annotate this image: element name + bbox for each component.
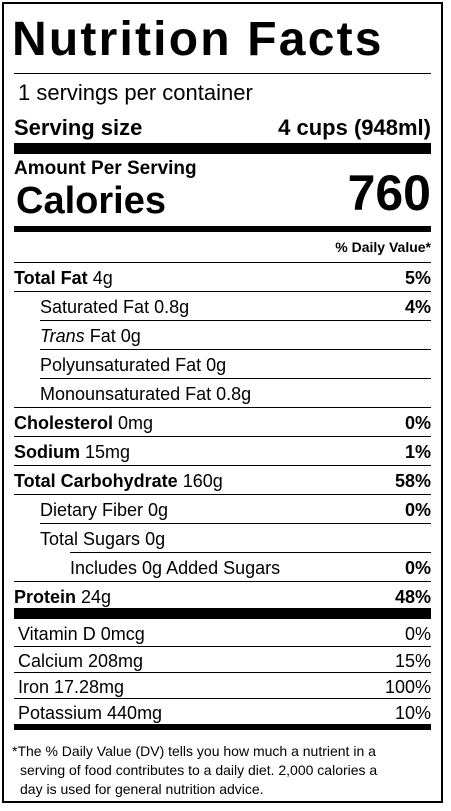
daily-value-header: % Daily Value*: [335, 239, 431, 255]
total-sugars-label: Total Sugars: [40, 529, 141, 549]
monounsaturated-fat-amount: 0.8g: [216, 384, 252, 404]
row-added-sugars: Includes 0g Added Sugars 0%: [14, 553, 431, 581]
added-sugars-dv: 0%: [404, 558, 431, 578]
footnote: *The % Daily Value (DV) tells you how mu…: [12, 742, 431, 799]
row-cholesterol: Cholesterol 0mg 0%: [14, 408, 431, 436]
row-total-carbohydrate: Total Carbohydrate 160g 58%: [14, 466, 431, 494]
row-vitamin-d: Vitamin D 0mcg 0%: [14, 619, 431, 647]
polyunsaturated-fat-amount: 0g: [206, 355, 227, 375]
vitamin-d-dv: 0%: [404, 624, 431, 644]
cholesterol-dv: 0%: [404, 413, 431, 433]
divider: [14, 672, 431, 673]
serving-size-value: 4 cups (948ml): [278, 115, 431, 140]
row-potassium: Potassium 440mg 10%: [14, 698, 431, 726]
row-protein: Protein 24g 48%: [14, 582, 431, 610]
nutrition-label: Nutrition Facts 1 servings per container…: [2, 2, 443, 803]
total-carbohydrate-label: Total Carbohydrate: [14, 471, 178, 491]
saturated-fat-label: Saturated Fat: [40, 297, 150, 317]
medium-divider-calories: [14, 226, 431, 232]
serving-size-label: Serving size: [14, 115, 143, 140]
divider: [40, 523, 431, 524]
sodium-amount: 15mg: [85, 442, 131, 462]
calcium-dv: 15%: [394, 651, 431, 671]
cholesterol-label: Cholesterol: [14, 413, 114, 433]
cholesterol-amount: 0mg: [118, 413, 154, 433]
row-total-fat: Total Fat 4g 5%: [14, 263, 431, 291]
iron-label: Iron 17.28mg: [18, 677, 125, 697]
row-monounsaturated-fat: Monounsaturated Fat 0.8g: [14, 379, 431, 407]
trans-fat-label: Fat: [89, 326, 116, 346]
dietary-fiber-amount: 0g: [148, 500, 169, 520]
total-sugars-amount: 0g: [145, 529, 166, 549]
divider: [14, 436, 431, 437]
divider: [14, 291, 431, 292]
iron-dv: 100%: [384, 677, 431, 697]
row-polyunsaturated-fat: Polyunsaturated Fat 0g: [14, 350, 431, 378]
dietary-fiber-dv: 0%: [404, 500, 431, 520]
servings-per-container: 1 servings per container: [18, 80, 253, 105]
vitamin-d-label: Vitamin D 0mcg: [18, 624, 145, 644]
row-dietary-fiber: Dietary Fiber 0g 0%: [14, 495, 431, 523]
divider: [14, 698, 431, 699]
calories-value: 760: [347, 165, 431, 221]
saturated-fat-amount: 0.8g: [154, 297, 190, 317]
polyunsaturated-fat-label: Polyunsaturated Fat: [40, 355, 202, 375]
protein-dv: 48%: [394, 587, 431, 607]
trans-fat-label-italic: Trans: [40, 326, 85, 346]
divider: [14, 262, 431, 263]
row-calcium: Calcium 208mg 15%: [14, 646, 431, 674]
total-fat-dv: 5%: [404, 268, 431, 288]
row-trans-fat: Trans Fat 0g: [14, 321, 431, 349]
footnote-line: *The % Daily Value (DV) tells you how mu…: [12, 743, 376, 759]
row-saturated-fat: Saturated Fat 0.8g 4%: [14, 292, 431, 320]
divider: [40, 349, 431, 350]
divider: [14, 407, 431, 408]
title-divider: [14, 73, 431, 74]
amount-per-serving: Amount Per Serving: [14, 158, 197, 179]
sodium-label: Sodium: [14, 442, 80, 462]
total-carbohydrate-dv: 58%: [394, 471, 431, 491]
nutrition-label-body: Nutrition Facts 1 servings per container…: [12, 4, 431, 801]
total-carbohydrate-amount: 160g: [182, 471, 223, 491]
medium-divider-footnote: [14, 724, 431, 730]
divider: [40, 378, 431, 379]
divider: [14, 494, 431, 495]
divider: [40, 320, 431, 321]
calories-label: Calories: [16, 180, 166, 222]
total-fat-amount: 4g: [92, 268, 113, 288]
potassium-dv: 10%: [394, 703, 431, 723]
monounsaturated-fat-label: Monounsaturated Fat: [40, 384, 212, 404]
trans-fat-amount: 0g: [120, 326, 141, 346]
label-title: Nutrition Facts: [12, 13, 384, 66]
potassium-label: Potassium 440mg: [18, 703, 163, 723]
row-iron: Iron 17.28mg 100%: [14, 672, 431, 700]
calcium-label: Calcium 208mg: [18, 651, 144, 671]
footnote-line: serving of food contributes to a daily d…: [20, 762, 378, 778]
divider: [14, 581, 431, 582]
added-sugars-label: Includes 0g Added Sugars: [70, 558, 281, 578]
thick-divider-vitamins: [14, 608, 431, 619]
thick-divider-serving: [14, 143, 431, 154]
dietary-fiber-label: Dietary Fiber: [40, 500, 144, 520]
divider: [70, 552, 431, 553]
row-total-sugars: Total Sugars 0g: [14, 524, 431, 552]
sodium-dv: 1%: [404, 442, 431, 462]
saturated-fat-dv: 4%: [404, 297, 431, 317]
protein-amount: 24g: [81, 587, 112, 607]
protein-label: Protein: [14, 587, 77, 607]
divider: [14, 646, 431, 647]
row-sodium: Sodium 15mg 1%: [14, 437, 431, 465]
footnote-line: day is used for general nutrition advice…: [20, 781, 264, 797]
total-fat-label: Total Fat: [14, 268, 88, 288]
divider: [14, 465, 431, 466]
